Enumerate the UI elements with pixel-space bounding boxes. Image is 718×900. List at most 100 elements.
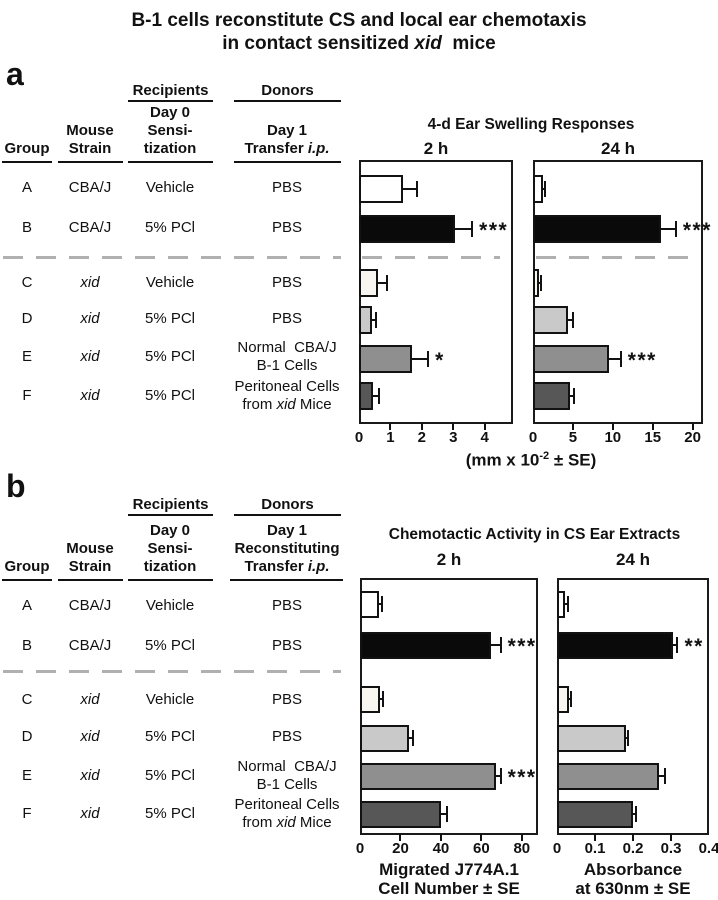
bar-a-2h-F bbox=[359, 382, 374, 410]
panel-a-row-C-sensitization: Vehicle bbox=[145, 274, 195, 291]
chart-b-2h bbox=[360, 578, 538, 835]
chart-separator-a-24h bbox=[536, 256, 690, 259]
panel-label-b: b bbox=[6, 468, 26, 504]
tick-b-24h-0.2 bbox=[632, 834, 634, 841]
chart-separator-a-2h bbox=[362, 256, 500, 259]
error-cap-b-2h-B bbox=[499, 637, 502, 653]
panel-b-row-B-donor: PBS bbox=[271, 637, 302, 654]
error-bar-b-24h-C bbox=[569, 698, 572, 700]
panel-b-row-C-sensitization: Vehicle bbox=[145, 691, 195, 708]
panel-a-axis-label: (mm x 10-2 ± SE) bbox=[465, 450, 597, 470]
tick-b-24h-0.1 bbox=[594, 834, 596, 841]
panel-a-row-A-group: A bbox=[21, 179, 32, 196]
bar-a-2h-C bbox=[359, 269, 378, 297]
panel-a-row-D-sensitization: 5% PCl bbox=[144, 310, 196, 327]
tick-label-a-2h-3: 3 bbox=[449, 429, 458, 446]
error-bar-a-2h-F bbox=[373, 395, 380, 397]
error-cap-a-24h-E bbox=[619, 351, 622, 367]
figure-title-line2: in contact sensitized xid mice bbox=[222, 33, 496, 54]
bar-a-2h-B bbox=[359, 215, 455, 243]
error-bar-b-2h-E bbox=[495, 775, 501, 777]
panel-b-row-F-group: F bbox=[22, 805, 32, 822]
panel-a-row-B-donor: PBS bbox=[271, 219, 302, 236]
significance-b-2h-E: *** bbox=[507, 766, 537, 789]
error-cap-b-2h-D bbox=[411, 730, 414, 746]
panel-b-column-header-col_group: Group bbox=[4, 558, 50, 575]
error-bar-b-2h-F bbox=[440, 813, 447, 815]
error-bar-b-24h-B bbox=[672, 644, 678, 646]
significance-a-24h-B: *** bbox=[682, 219, 712, 242]
tick-label-a-24h-5: 5 bbox=[568, 429, 578, 446]
panel-a-column-underline-col_sens bbox=[128, 161, 213, 163]
panel-b-column-header-col_donor: Day 1 Reconstituting Transfer i.p. bbox=[234, 522, 340, 575]
tick-label-b-2h-80: 80 bbox=[513, 840, 531, 857]
significance-a-2h-B: *** bbox=[479, 219, 509, 242]
tick-a-24h-10 bbox=[611, 423, 614, 430]
error-bar-b-24h-E bbox=[658, 775, 665, 777]
figure-title-line1: B-1 cells reconstitute CS and local ear … bbox=[131, 10, 587, 31]
bar-b-24h-B bbox=[557, 631, 673, 659]
error-bar-a-2h-E bbox=[412, 358, 429, 360]
panel-a-column-header-col_sens: Day 0 Sensi-tization bbox=[143, 104, 197, 157]
error-bar-b-24h-A bbox=[565, 603, 568, 605]
panel-b-row-F-donor: Peritoneal Cells from xid Mice bbox=[234, 796, 340, 831]
panel-a-recipients-header: Recipients bbox=[132, 82, 209, 99]
panel-b-row-E-strain: xid bbox=[80, 767, 100, 784]
panel-a-row-A-sensitization: Vehicle bbox=[145, 179, 195, 196]
error-cap-a-2h-E bbox=[427, 351, 430, 367]
error-cap-b-2h-F bbox=[445, 806, 448, 822]
panel-b-row-C-group: C bbox=[21, 691, 33, 708]
tick-a-2h-1 bbox=[389, 423, 392, 430]
chart-a-24h bbox=[533, 160, 703, 424]
error-cap-b-24h-F bbox=[635, 806, 638, 822]
panel-a-row-C-group: C bbox=[21, 274, 33, 291]
panel-b-column-header-col_strain: Mouse Strain bbox=[66, 540, 114, 575]
panel-b-row-E-sensitization: 5% PCl bbox=[144, 767, 196, 784]
panel-b-column-underline-col_donor bbox=[230, 579, 343, 581]
error-cap-a-24h-C bbox=[540, 275, 543, 291]
error-cap-a-2h-C bbox=[386, 275, 389, 291]
significance-b-2h-B: *** bbox=[507, 635, 537, 658]
panel-a-recipients-underline bbox=[128, 100, 213, 102]
tick-label-a-24h-0: 0 bbox=[528, 429, 538, 446]
panel-a-table-separator bbox=[3, 256, 341, 259]
error-cap-a-2h-D bbox=[375, 312, 378, 328]
error-bar-b-2h-B bbox=[491, 644, 501, 646]
bar-b-2h-B bbox=[360, 631, 492, 659]
tick-label-b-24h-0.1: 0.1 bbox=[584, 840, 606, 857]
tick-a-2h-2 bbox=[420, 423, 423, 430]
panel-b-row-D-sensitization: 5% PCl bbox=[144, 728, 196, 745]
panel-b-recipients-header: Recipients bbox=[132, 496, 209, 513]
panel-a-row-E-group: E bbox=[21, 348, 32, 365]
tick-b-24h-0.3 bbox=[670, 834, 672, 841]
tick-a-2h-3 bbox=[452, 423, 455, 430]
panel-b-row-E-group: E bbox=[21, 767, 32, 784]
panel-b-row-D-group: D bbox=[21, 728, 33, 745]
panel-a-row-C-strain: xid bbox=[80, 274, 100, 291]
error-cap-b-2h-C bbox=[381, 691, 384, 707]
error-cap-a-2h-B bbox=[471, 221, 474, 237]
panel-a-column-underline-col_donor bbox=[234, 161, 341, 163]
bar-b-2h-A bbox=[360, 590, 380, 618]
panel-a-donors-underline bbox=[234, 100, 341, 102]
panel-a-row-F-strain: xid bbox=[80, 387, 100, 404]
bar-b-2h-E bbox=[360, 762, 496, 790]
panel-a-row-B-group: B bbox=[21, 219, 32, 236]
bar-a-2h-E bbox=[359, 345, 413, 373]
panel-a-row-D-strain: xid bbox=[80, 310, 100, 327]
bar-a-24h-C bbox=[533, 269, 540, 297]
chart-b-24h bbox=[557, 578, 709, 835]
tick-a-24h-15 bbox=[651, 423, 654, 430]
significance-a-2h-E: * bbox=[435, 349, 445, 372]
panel-b-row-C-donor: PBS bbox=[271, 691, 302, 708]
tick-label-b-24h-0.2: 0.2 bbox=[622, 840, 644, 857]
bar-b-24h-F bbox=[557, 800, 633, 828]
subplot-title-a-24h: 24 h bbox=[600, 139, 636, 158]
error-cap-a-24h-B bbox=[674, 221, 677, 237]
error-bar-b-2h-C bbox=[380, 698, 383, 700]
error-bar-a-24h-B bbox=[661, 228, 676, 230]
panel-b-column-header-col_sens: Day 0 Sensi-tization bbox=[143, 522, 197, 575]
panel-b-row-B-strain: CBA/J bbox=[68, 637, 112, 654]
bar-a-2h-A bbox=[359, 175, 403, 203]
